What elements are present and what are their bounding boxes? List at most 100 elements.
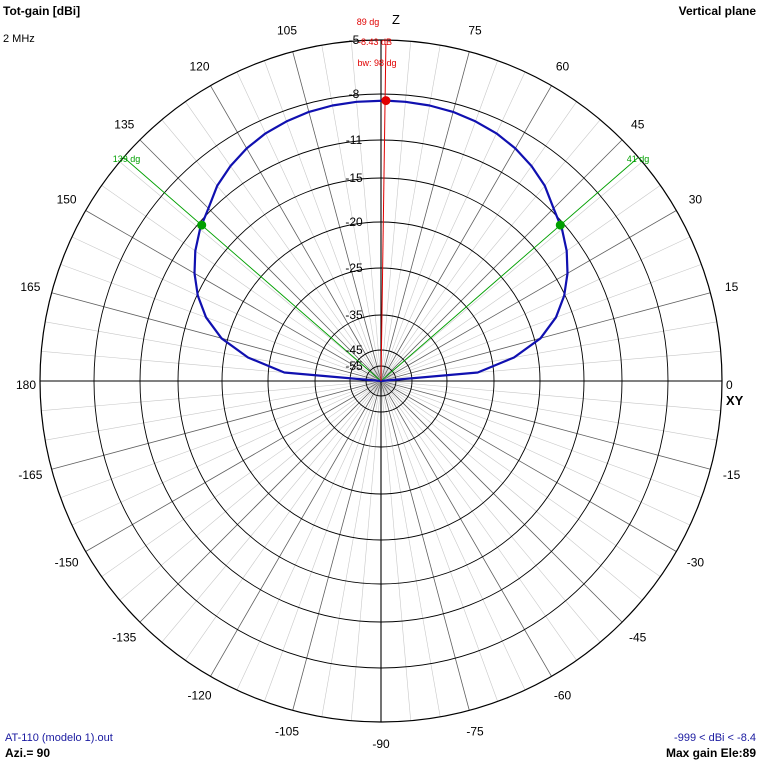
angle-tick-label: 60: [556, 60, 570, 74]
angular-gridline: [161, 119, 382, 382]
chart-title: Tot-gain [dBi]: [3, 4, 81, 18]
angular-gridline: [380, 161, 643, 382]
angular-gridline: [161, 380, 382, 643]
angle-tick-label: 75: [468, 23, 482, 37]
angular-gridline: [351, 380, 382, 721]
beamwidth-angle-label: 41 dg: [627, 154, 650, 164]
angle-tick-label: -150: [55, 556, 79, 570]
beamwidth-lines: [123, 156, 639, 382]
angular-gridline: [380, 380, 441, 717]
angular-gridline: [236, 71, 382, 382]
angular-gridline: [380, 210, 677, 382]
angular-gridline: [85, 380, 382, 552]
angular-gridline: [321, 45, 382, 382]
angular-gridline: [380, 380, 711, 470]
angular-gridline: [380, 60, 498, 382]
angular-gridline: [119, 161, 382, 382]
angular-gridline: [380, 119, 601, 382]
angular-gridline: [264, 60, 382, 382]
angle-tick-label: -135: [112, 631, 136, 645]
angle-tick-label: -75: [466, 725, 484, 739]
angular-gridline: [71, 236, 382, 382]
angle-tick-label: -165: [18, 468, 42, 482]
angular-gridline: [41, 380, 382, 411]
angular-gridline: [292, 380, 382, 711]
angular-gridline: [380, 41, 411, 382]
angular-gridline: [380, 380, 601, 643]
angle-tick-label: 15: [725, 280, 739, 294]
angular-gridline: [380, 380, 717, 441]
angular-gridline: [236, 380, 382, 691]
angular-gridline: [60, 380, 382, 498]
angular-gridline: [380, 101, 577, 382]
angular-gridline: [210, 380, 382, 677]
angle-tick-label: 45: [631, 117, 645, 131]
plane-label: Vertical plane: [678, 4, 756, 18]
angle-tick-label: -105: [275, 725, 299, 739]
radial-tick-label: -35: [345, 308, 363, 322]
angular-gridline: [380, 380, 643, 601]
angular-gridline: [45, 380, 382, 441]
angle-tick-label: 165: [20, 280, 40, 294]
angular-gridline: [185, 101, 382, 382]
angular-gridline: [185, 380, 382, 661]
xy-axis-label: XY: [726, 393, 744, 408]
radial-tick-label: -25: [345, 261, 363, 275]
angle-tick-label: -15: [723, 468, 741, 482]
angle-tick-label: -45: [629, 631, 647, 645]
angular-gridline: [51, 380, 382, 470]
radial-tick-labels: -5 -8 -11 -15 -20 -25 -35 -45 -55: [345, 33, 363, 373]
angle-tick-label: 30: [689, 193, 703, 207]
angular-gridline: [380, 380, 702, 498]
angle-tick-label: -60: [554, 688, 572, 702]
angular-gridline: [321, 380, 382, 717]
angle-tick-label: 150: [57, 193, 77, 207]
angle-tick-label: 105: [277, 23, 297, 37]
angular-gridline: [380, 264, 702, 382]
radial-tick-label: -5: [349, 33, 360, 47]
angle-tick-label: -120: [187, 688, 211, 702]
angular-gridline: [85, 210, 382, 382]
z-axis-label: Z: [392, 12, 400, 27]
beamwidth-angle-label: 139 dg: [113, 154, 141, 164]
angle-tick-labels: 0 15 30 45 60 75 105 120 135 150 165 180 -165 -150 -13…: [16, 23, 741, 751]
angular-gridline: [380, 51, 470, 382]
radial-tick-label: -11: [346, 133, 363, 147]
angular-gridline: [119, 380, 382, 601]
angular-gridline: [380, 380, 411, 721]
radial-tick-label: -45: [345, 343, 363, 357]
angle-tick-label: 120: [189, 60, 209, 74]
frequency-label: 2 MHz: [3, 33, 35, 45]
angle-tick-label: 0: [726, 378, 733, 392]
angular-gridline: [292, 51, 382, 382]
file-name: AT-110 (modelo 1).out: [5, 732, 113, 744]
radial-tick-label: -20: [345, 215, 363, 229]
angular-gridline: [380, 380, 577, 661]
angular-gridline: [380, 380, 721, 411]
pattern-markers: 89 dg -8.43 dB bw: 98 dg 41 dg 139 dg: [113, 17, 650, 230]
gain-range-label: -999 < dBi < -8.4: [674, 732, 756, 744]
angle-tick-label: -30: [687, 556, 705, 570]
angle-tick-label: 180: [16, 378, 36, 392]
angular-gridline: [51, 292, 382, 382]
angle-tick-label: -90: [372, 737, 390, 751]
max-gain-label: Max gain Ele:89: [665, 746, 756, 760]
angular-gridline: [45, 321, 382, 382]
beamwidth-line: [380, 156, 639, 382]
angular-gridline: [380, 380, 677, 552]
angle-tick-label: 135: [114, 117, 134, 131]
angular-gridline: [264, 380, 382, 702]
angular-gridline: [380, 185, 661, 382]
angular-gridline: [71, 380, 382, 526]
angular-gridline: [210, 85, 382, 382]
radial-tick-label: -55: [345, 359, 363, 373]
max-gain-marker: [381, 96, 391, 106]
angular-gridline: [380, 380, 498, 702]
beamwidth-line: [123, 156, 382, 382]
radial-tick-label: -8: [349, 87, 360, 101]
azimuth-label: Azi.= 90: [5, 746, 51, 760]
angular-gridline: [380, 85, 552, 382]
beamwidth-label: bw: 98 dg: [357, 58, 396, 68]
